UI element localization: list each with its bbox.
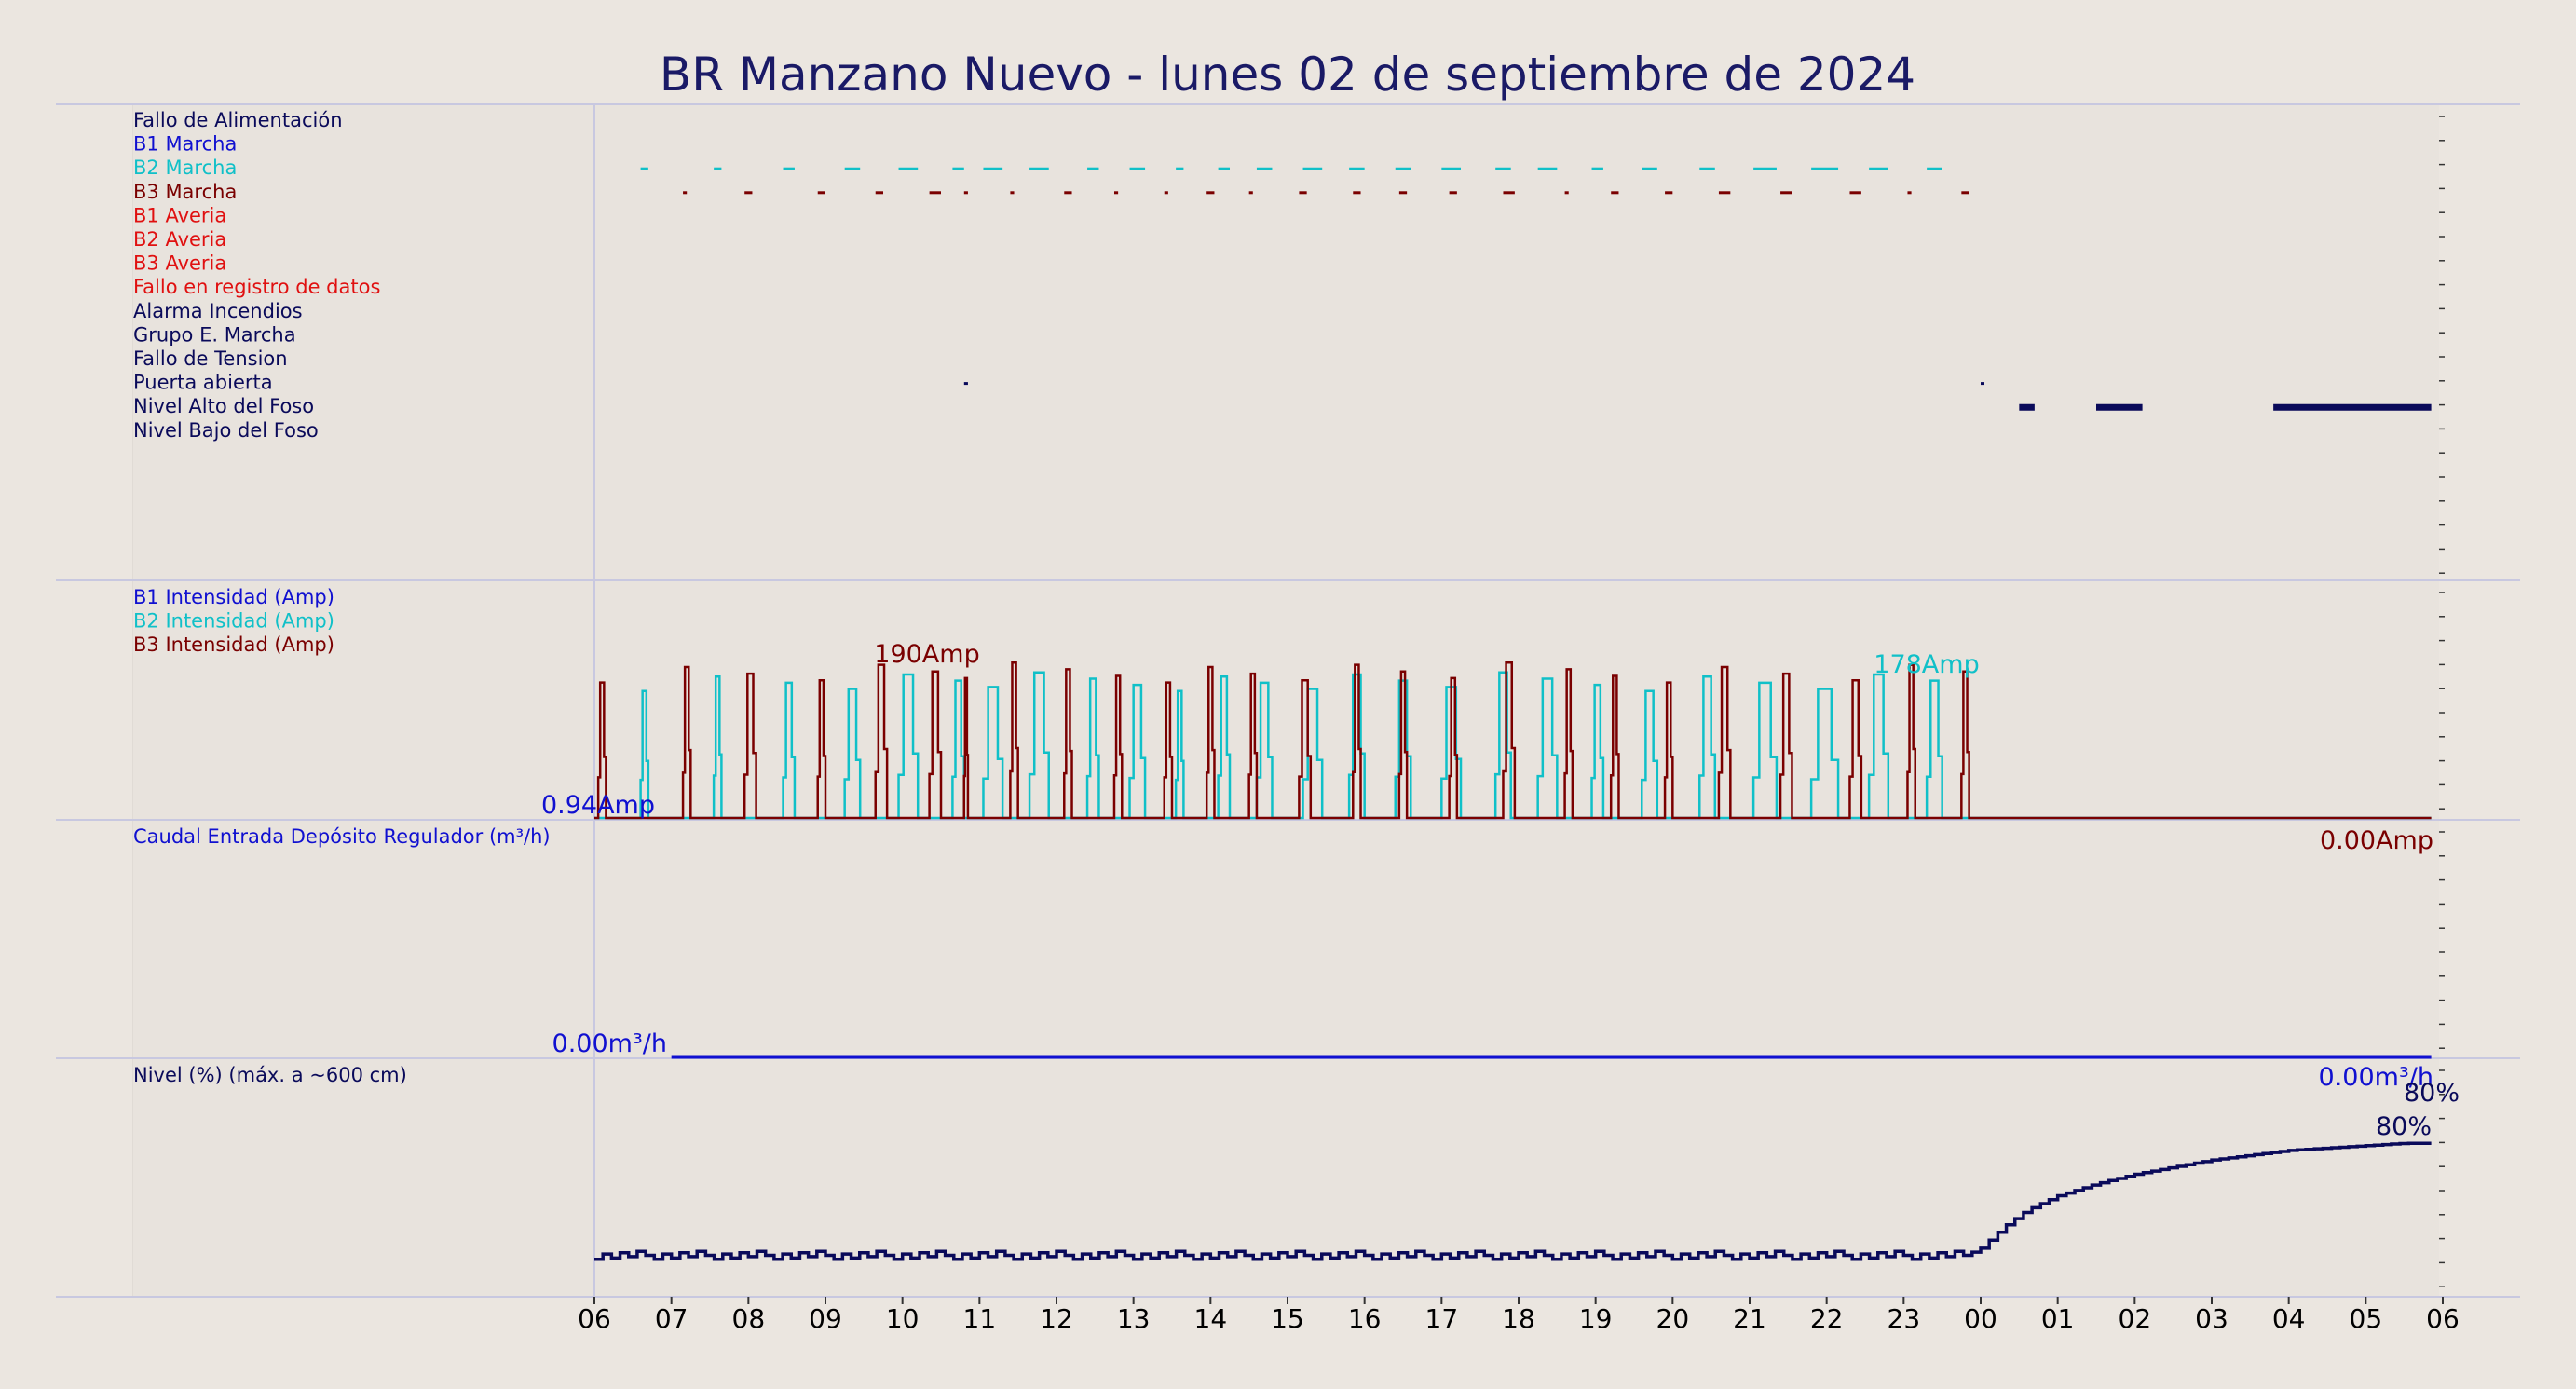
x-tick-label: 01 bbox=[2041, 1303, 2075, 1334]
x-tick-label: 04 bbox=[2272, 1303, 2306, 1334]
status-label: Fallo de Alimentación bbox=[133, 109, 343, 131]
x-tick-label: 06 bbox=[2426, 1303, 2460, 1334]
status-label: Nivel Alto del Foso bbox=[133, 395, 314, 417]
x-tick-label: 07 bbox=[655, 1303, 688, 1334]
level-label: Nivel (%) (máx. a ~600 cm) bbox=[133, 1064, 407, 1086]
status-label: Fallo en registro de datos bbox=[133, 276, 380, 298]
x-tick-label: 15 bbox=[1271, 1303, 1304, 1334]
flow-annotation: 0.00m³/h bbox=[2319, 1063, 2433, 1092]
plot-area bbox=[133, 104, 2439, 1297]
level-series-line bbox=[594, 1141, 2432, 1261]
level-annotation: 80% bbox=[2404, 1079, 2460, 1108]
current-label: B3 Intensidad (Amp) bbox=[133, 633, 334, 656]
level-annotation: 80% bbox=[2376, 1112, 2432, 1141]
status-label: B1 Averia bbox=[133, 204, 226, 226]
x-tick-label: 16 bbox=[1348, 1303, 1382, 1334]
current-label: B1 Intensidad (Amp) bbox=[133, 586, 334, 608]
panel-frames bbox=[56, 103, 2520, 1298]
current-annotation: 0.94Amp bbox=[541, 791, 655, 820]
status-label: B3 Marcha bbox=[133, 181, 237, 203]
status-label: Alarma Incendios bbox=[133, 300, 303, 322]
x-tick-label: 23 bbox=[1888, 1303, 1921, 1334]
x-tick-label: 13 bbox=[1117, 1303, 1151, 1334]
x-tick-label: 22 bbox=[1810, 1303, 1844, 1334]
x-tick-label: 19 bbox=[1579, 1303, 1613, 1334]
status-label: B1 Marcha bbox=[133, 133, 237, 156]
flow-label: Caudal Entrada Depósito Regulador (m³/h) bbox=[133, 825, 551, 848]
status-label: B2 Averia bbox=[133, 228, 226, 251]
chart-title: BR Manzano Nuevo - lunes 02 de septiembr… bbox=[660, 48, 1915, 102]
status-label: Puerta abierta bbox=[133, 372, 273, 394]
status-label: Nivel Bajo del Foso bbox=[133, 419, 319, 442]
x-tick-label: 02 bbox=[2119, 1303, 2152, 1334]
series-marks bbox=[594, 167, 2432, 1261]
x-axis-ticks: 06 07 08 09 10 11 12 13 14 15 16 17 18 19 20 21 22 23 00 01… bbox=[578, 1297, 2460, 1334]
status-label: B2 Marcha bbox=[133, 157, 237, 179]
annotations: 190Amp 178Amp 0.94Amp 0.00Amp 0.00m³/h 0.00m³… bbox=[541, 640, 2460, 1141]
status-label: B3 Averia bbox=[133, 252, 226, 275]
x-tick-label: 14 bbox=[1194, 1303, 1228, 1334]
x-tick-label: 17 bbox=[1425, 1303, 1459, 1334]
x-tick-label: 09 bbox=[809, 1303, 842, 1334]
current-annotation: 0.00Amp bbox=[2320, 826, 2433, 855]
current-annotation: 190Amp bbox=[874, 640, 979, 669]
x-tick-label: 20 bbox=[1656, 1303, 1690, 1334]
x-tick-label: 05 bbox=[2350, 1303, 2383, 1334]
current-series-line bbox=[594, 661, 2432, 820]
x-tick-label: 08 bbox=[732, 1303, 766, 1334]
x-tick-label: 12 bbox=[1040, 1303, 1073, 1334]
x-tick-label: 11 bbox=[963, 1303, 997, 1334]
current-label: B2 Intensidad (Amp) bbox=[133, 610, 334, 633]
current-annotation: 178Amp bbox=[1874, 650, 1979, 679]
status-label: Grupo E. Marcha bbox=[133, 323, 296, 346]
x-tick-label: 18 bbox=[1502, 1303, 1535, 1334]
flow-annotation: 0.00m³/h bbox=[552, 1029, 667, 1058]
x-tick-label: 00 bbox=[1964, 1303, 1997, 1334]
status-label: Fallo de Tension bbox=[133, 347, 288, 370]
x-tick-label: 21 bbox=[1733, 1303, 1766, 1334]
x-tick-label: 06 bbox=[578, 1303, 611, 1334]
x-tick-label: 10 bbox=[886, 1303, 920, 1334]
x-tick-label: 03 bbox=[2195, 1303, 2228, 1334]
